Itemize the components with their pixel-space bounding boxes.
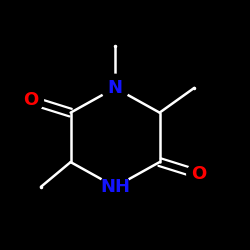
Circle shape <box>187 162 212 187</box>
Text: O: O <box>24 91 39 109</box>
Text: O: O <box>192 166 207 184</box>
Text: N: N <box>108 79 122 97</box>
Circle shape <box>19 88 44 113</box>
Circle shape <box>100 172 130 202</box>
Text: NH: NH <box>100 178 130 196</box>
Circle shape <box>102 74 129 102</box>
